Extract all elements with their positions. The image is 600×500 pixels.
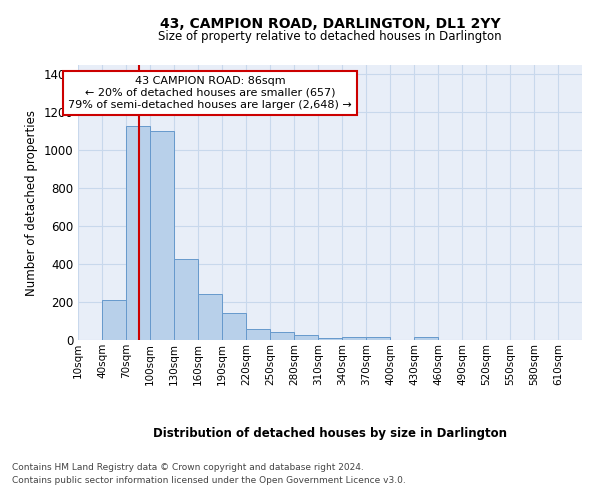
Y-axis label: Number of detached properties: Number of detached properties bbox=[25, 110, 38, 296]
Bar bbox=[102, 300, 126, 340]
Text: 43, CAMPION ROAD, DARLINGTON, DL1 2YY: 43, CAMPION ROAD, DARLINGTON, DL1 2YY bbox=[160, 18, 500, 32]
Bar bbox=[318, 338, 342, 340]
Bar bbox=[198, 294, 222, 340]
Text: Contains public sector information licensed under the Open Government Licence v3: Contains public sector information licen… bbox=[12, 476, 406, 485]
Text: 43 CAMPION ROAD: 86sqm
← 20% of detached houses are smaller (657)
79% of semi-de: 43 CAMPION ROAD: 86sqm ← 20% of detached… bbox=[68, 76, 352, 110]
Bar bbox=[150, 132, 174, 340]
Bar bbox=[294, 336, 318, 340]
Bar bbox=[174, 260, 198, 340]
Text: Contains HM Land Registry data © Crown copyright and database right 2024.: Contains HM Land Registry data © Crown c… bbox=[12, 462, 364, 471]
Bar bbox=[414, 337, 438, 340]
Bar bbox=[342, 337, 366, 340]
Bar bbox=[246, 328, 270, 340]
Bar bbox=[366, 337, 390, 340]
Text: Distribution of detached houses by size in Darlington: Distribution of detached houses by size … bbox=[153, 428, 507, 440]
Bar bbox=[270, 332, 294, 340]
Text: Size of property relative to detached houses in Darlington: Size of property relative to detached ho… bbox=[158, 30, 502, 43]
Bar bbox=[222, 314, 246, 340]
Bar bbox=[126, 126, 150, 340]
